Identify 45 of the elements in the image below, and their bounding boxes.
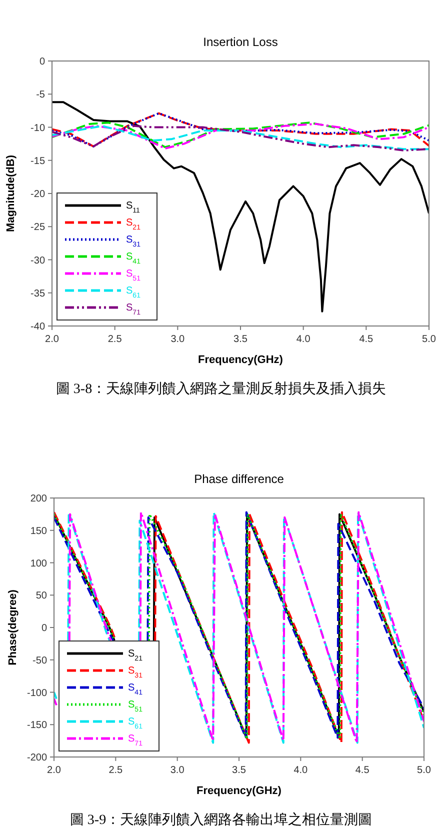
x-axis-title: Frequency(GHz) [196,785,282,797]
x-tick-label: 4.0 [294,765,308,776]
chart-title: Phase difference [194,472,284,486]
x-tick-label: 2.5 [108,765,124,776]
y-axis-title: Phase(degree) [7,589,19,666]
y-tick-label: -30 [30,255,46,266]
legend: S$_{21}$ S$_{31}$ S$_{41}$ S$_{51}$ S$_{61}$ S$_{71}$ [58,640,160,752]
y-tick-label: 150 [30,526,48,537]
x-axis-title: Frequency(GHz) [198,354,284,366]
y-axis-title: Magnitude(dB) [5,154,17,232]
series-label: S$_{21}$ [128,648,143,662]
x-tick-label: 3.0 [170,765,185,776]
y-tick-label: 50 [36,590,48,602]
x-tick-label: 4.0 [296,334,311,345]
y-tick-label: -50 [32,655,48,666]
y-tick-label: -200 [26,752,48,764]
caption: 圖 3-8：天線陣列饋入網路之量測反射損失及插入損失 [56,381,386,397]
y-tick-label: -150 [26,720,48,732]
y-tick-label: -15 [30,156,46,167]
line-series [52,101,429,312]
y-tick-label: -35 [30,288,46,300]
y-tick-label: -40 [30,322,46,332]
x-tick-label: 4.5 [359,334,374,345]
x-tick-label: 3.5 [232,765,246,776]
caption: 圖 3-9：天線陣列饋入網路各輸出埠之相位量測圖 [70,812,372,828]
legend: S$_{11}$ S$_{21}$ S$_{31}$ S$_{41}$ S$_{51}$ S$_{61}$ S$_{71}$ [56,192,158,320]
x-tick-label: 3.5 [234,334,248,345]
y-tick-label: 200 [30,494,48,504]
chart-title: Insertion Loss [203,35,278,49]
x-tick-label: 5.0 [422,334,436,345]
y-tick-label: 0 [41,623,48,634]
line-series [52,112,429,148]
x-tick-label: 2.0 [47,765,62,776]
x-tick-label: 2.5 [108,334,122,345]
x-tick-label: 3.0 [170,334,186,345]
x-tick-label: 4.5 [355,765,370,776]
y-tick-label: -100 [26,688,48,699]
y-tick-label: 100 [30,558,48,570]
y-tick-label: -10 [30,122,46,134]
y-tick-label: 0 [39,56,46,68]
x-tick-label: 2.0 [45,334,60,345]
x-tick-label: 5.0 [417,765,432,776]
y-tick-label: -25 [30,222,46,234]
y-tick-label: -20 [30,189,46,200]
y-tick-label: -5 [36,90,46,101]
